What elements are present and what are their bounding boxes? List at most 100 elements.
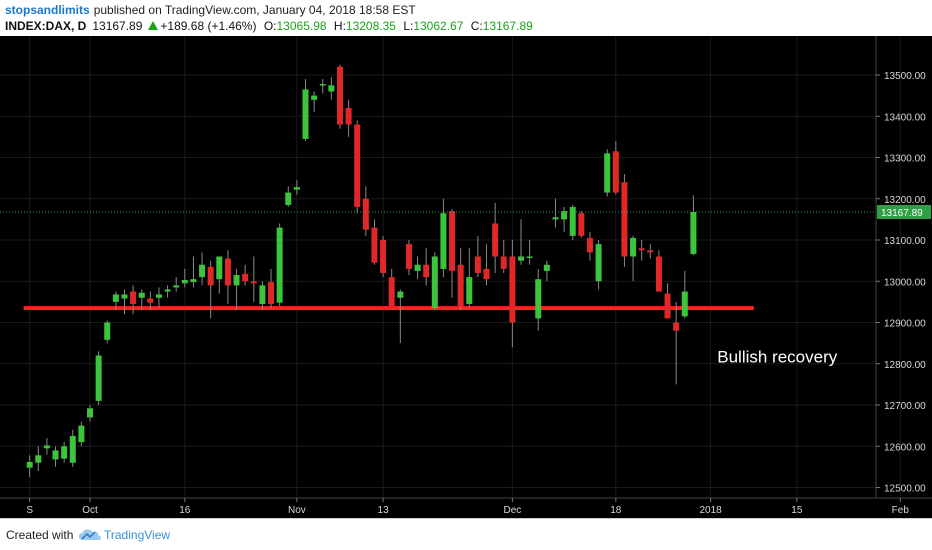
candle[interactable] [130,285,137,315]
candle[interactable] [328,77,335,100]
candle[interactable] [302,79,309,141]
candle[interactable] [199,252,206,286]
candle[interactable] [552,198,559,228]
candle[interactable] [647,244,654,259]
candle[interactable] [259,281,266,311]
candle[interactable] [250,256,257,302]
candle[interactable] [492,202,499,273]
candle[interactable] [474,235,481,278]
price-tick-label: 13200.00 [884,195,926,206]
candle[interactable] [578,211,585,238]
candle[interactable] [112,291,119,311]
candle-body [104,322,111,340]
candle[interactable] [69,429,76,467]
candle-body [690,211,697,255]
candle[interactable] [216,256,223,294]
candle[interactable] [354,120,361,214]
time-axis: SOct16Nov13Dec18201815Feb13 [0,497,932,516]
candle[interactable] [543,260,550,282]
candle[interactable] [87,405,93,422]
candle-body [259,285,266,304]
candle[interactable] [242,264,249,286]
candle[interactable] [181,268,188,288]
candle[interactable] [397,289,404,344]
candle[interactable] [155,287,162,309]
candle[interactable] [664,283,671,319]
candle[interactable] [104,320,111,344]
candle[interactable] [371,219,378,265]
tradingview-cloud-icon[interactable] [78,528,102,542]
candle[interactable] [207,260,214,319]
candle[interactable] [362,186,369,236]
candle[interactable] [500,240,507,273]
time-tick-label: Dec [503,505,521,516]
candle[interactable] [268,268,275,309]
candle[interactable] [26,455,33,478]
candle[interactable] [535,268,542,331]
time-tick-label: 13 [378,505,390,516]
candle[interactable] [43,438,50,455]
candle[interactable] [509,240,516,348]
candle[interactable] [569,204,576,240]
time-tick-label: Nov [288,505,306,516]
candle[interactable] [440,198,447,278]
candle[interactable] [621,174,628,267]
candle[interactable] [190,256,197,288]
candle[interactable] [483,244,490,286]
candle[interactable] [405,240,412,276]
chart-area[interactable]: 13500.00 13400.00 13300.00 13200.00 13100.00… [0,36,932,518]
candle[interactable] [518,219,524,265]
candle[interactable] [61,442,68,463]
candle[interactable] [431,252,438,311]
high-label: H: [333,19,346,33]
candle[interactable] [224,250,231,304]
candle[interactable] [380,235,387,278]
candle[interactable] [526,240,533,265]
candle[interactable] [604,149,611,197]
candle[interactable] [121,289,128,315]
candle[interactable] [690,195,697,256]
candle[interactable] [35,446,42,471]
candle[interactable] [423,248,430,286]
candle[interactable] [293,180,300,195]
candle[interactable] [673,301,680,385]
candle[interactable] [345,99,352,137]
candle[interactable] [311,91,318,113]
candle[interactable] [561,207,568,232]
candle[interactable] [595,240,602,290]
candle[interactable] [164,285,171,298]
price-tick-label: 12700.00 [884,401,926,412]
candle[interactable] [681,270,688,319]
candlestick-chart[interactable]: 13500.00 13400.00 13300.00 13200.00 13100.00… [0,36,932,518]
candle-body [638,248,645,251]
price-tick-label: 13000.00 [884,277,926,288]
candle[interactable] [655,250,662,292]
candle[interactable] [388,268,395,309]
candle-body [138,292,145,298]
candle[interactable] [233,268,240,311]
candle[interactable] [630,235,637,282]
candle-body [69,435,76,463]
candle[interactable] [638,240,645,261]
candle[interactable] [319,79,326,94]
candle[interactable] [173,277,180,292]
candle-body [207,266,214,286]
candle[interactable] [336,64,343,129]
candle[interactable] [612,141,619,195]
candle[interactable] [147,291,154,311]
publisher-link[interactable]: stopsandlimits [5,3,90,17]
candle[interactable] [138,289,145,311]
candle[interactable] [457,248,464,311]
candle[interactable] [95,351,102,405]
candle[interactable] [466,248,473,309]
candle[interactable] [52,446,59,467]
tradingview-link[interactable]: TradingView [104,528,171,542]
candle[interactable] [586,231,593,261]
candle-body [130,291,137,304]
candle-body [388,277,395,309]
candle[interactable] [449,209,456,298]
candle[interactable] [414,256,421,280]
candle[interactable] [285,186,292,207]
candle[interactable] [78,421,85,447]
candle[interactable] [276,223,283,307]
